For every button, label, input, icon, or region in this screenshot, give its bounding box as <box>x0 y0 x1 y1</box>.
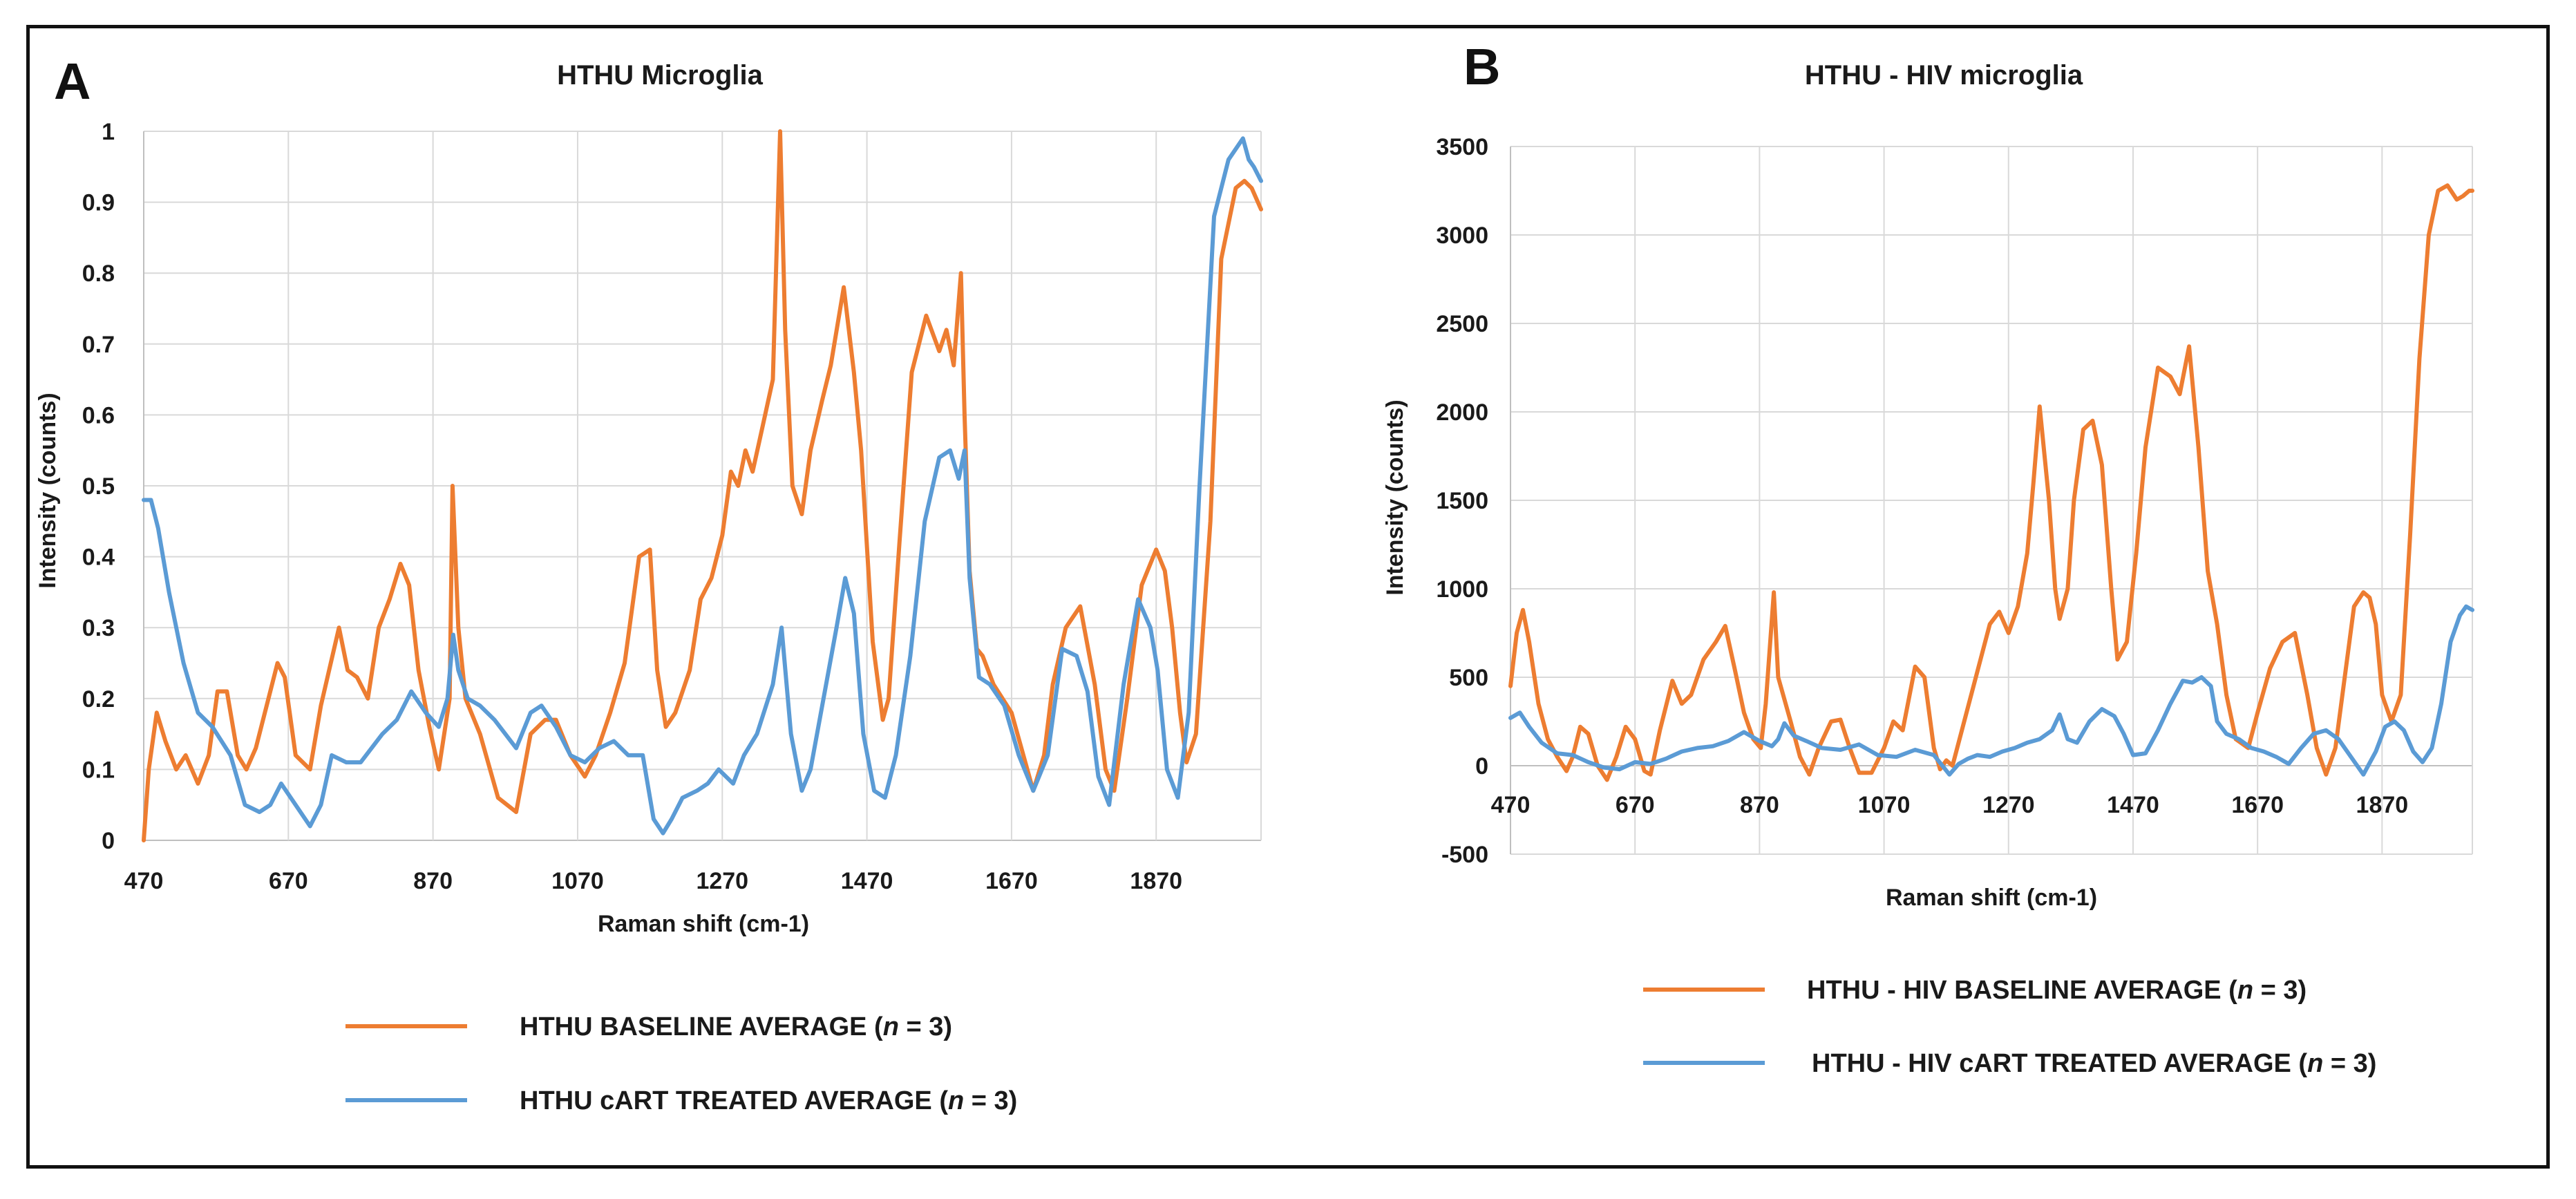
panel-b-baseline-line <box>1508 183 2474 782</box>
panel-b-x-tick-label: 1070 <box>1858 792 1911 818</box>
panel-b-letter: B <box>1464 38 1500 95</box>
panel-a-x-tick-label: 870 <box>413 868 453 894</box>
legend-b-treated-label: HTHU - HIV cART TREATED AVERAGE (n = 3) <box>1812 1049 2376 1078</box>
panel-a-y-axis-label: Intensity (counts) <box>35 393 61 588</box>
panel-a-x-tick-label: 670 <box>269 868 308 894</box>
panel-b-legend: HTHU - HIV BASELINE AVERAGE (n = 3) HTHU… <box>1643 976 2376 1078</box>
panel-a-legend: HTHU BASELINE AVERAGE (n = 3) HTHU cART … <box>345 1012 1017 1115</box>
panel-b-treated-line <box>1508 604 2474 777</box>
panel-b-y-axis-label: Intensity (counts) <box>1382 399 1408 595</box>
panel-a: A HTHU Microglia 00.10.20.30.40.50.60.70… <box>35 53 1263 1115</box>
panel-a-y-tick-label: 0.8 <box>82 261 115 287</box>
panel-a-y-tick-label: 0.9 <box>82 190 115 216</box>
panel-b-y-tick-label: 1000 <box>1436 576 1488 603</box>
panel-b-x-tick-label: 1870 <box>2356 792 2409 818</box>
panel-b-x-axis-label: Raman shift (cm-1) <box>1886 885 2097 911</box>
panel-b-x-tick-label: 870 <box>1740 792 1779 818</box>
panel-b-y-tick-label: 500 <box>1449 665 1488 691</box>
panel-b-y-tick-label: 1500 <box>1436 488 1488 514</box>
figure-frame <box>26 25 2550 1169</box>
panel-a-y-ticks: 0 0.1 0.2 0.3 0.4 0.5 0.6 0.7 0.8 0.9 1 <box>82 119 115 854</box>
panel-a-grid <box>143 131 1262 841</box>
panel-b-grid <box>1510 146 2473 855</box>
panel-b-x-tick-label: 470 <box>1491 792 1531 818</box>
panel-b-title: HTHU - HIV microglia <box>1805 60 2083 91</box>
panel-b-x-tick-label: 1270 <box>1982 792 2035 818</box>
panel-a-x-tick-label: 1670 <box>985 868 1038 894</box>
panel-a-title: HTHU Microglia <box>557 60 764 91</box>
panel-b-y-tick-label: 0 <box>1475 753 1488 780</box>
panel-a-y-tick-label: 0.5 <box>82 473 115 500</box>
panel-a-treated-line <box>142 136 1263 835</box>
panel-b-x-ticks: 470 670 870 1070 1270 1470 1670 1870 <box>1491 792 2409 818</box>
panel-a-x-tick-label: 470 <box>124 868 164 894</box>
panel-a-y-tick-label: 0.6 <box>82 402 115 428</box>
panel-a-y-tick-label: 1 <box>102 119 115 145</box>
legend-b-baseline-label: HTHU - HIV BASELINE AVERAGE (n = 3) <box>1807 976 2307 1005</box>
panel-b-y-ticks: -500 0 500 1000 1500 2000 2500 3000 3500 <box>1436 134 1488 868</box>
panel-b-y-tick-label: 3000 <box>1436 223 1488 249</box>
panel-a-y-tick-label: 0 <box>102 828 115 854</box>
panel-a-letter: A <box>54 53 91 110</box>
legend-a-treated-label: HTHU cART TREATED AVERAGE (n = 3) <box>520 1086 1017 1115</box>
panel-a-baseline-line <box>142 129 1263 842</box>
panel-b-y-tick-label: 2500 <box>1436 311 1488 337</box>
panel-a-x-tick-label: 1470 <box>841 868 893 894</box>
panel-b-series <box>1508 183 2474 782</box>
panel-a-y-tick-label: 0.1 <box>82 757 115 783</box>
panel-a-y-tick-label: 0.4 <box>82 545 115 571</box>
panel-b-y-tick-label: 3500 <box>1436 134 1488 160</box>
panel-b-x-tick-label: 1470 <box>2107 792 2159 818</box>
panel-a-x-ticks: 470 670 870 1070 1270 1470 1670 1870 <box>124 868 1182 894</box>
panel-a-x-tick-label: 1870 <box>1130 868 1182 894</box>
panel-a-x-tick-label: 1270 <box>696 868 748 894</box>
panel-b: B HTHU - HIV microglia -500 0 500 1000 1500 2… <box>1382 38 2474 1078</box>
panel-a-y-tick-label: 0.7 <box>82 332 115 358</box>
panel-a-y-tick-label: 0.2 <box>82 686 115 712</box>
panel-a-x-axis-label: Raman shift (cm-1) <box>598 911 809 937</box>
panel-a-series <box>142 129 1263 842</box>
panel-a-y-tick-label: 0.3 <box>82 615 115 641</box>
panel-b-x-tick-label: 670 <box>1616 792 1655 818</box>
legend-a-baseline-label: HTHU BASELINE AVERAGE (n = 3) <box>520 1012 952 1041</box>
panel-a-x-tick-label: 1070 <box>551 868 604 894</box>
panel-b-y-tick-label: -500 <box>1441 842 1488 868</box>
panel-b-x-tick-label: 1670 <box>2231 792 2284 818</box>
panel-b-y-tick-label: 2000 <box>1436 399 1488 426</box>
